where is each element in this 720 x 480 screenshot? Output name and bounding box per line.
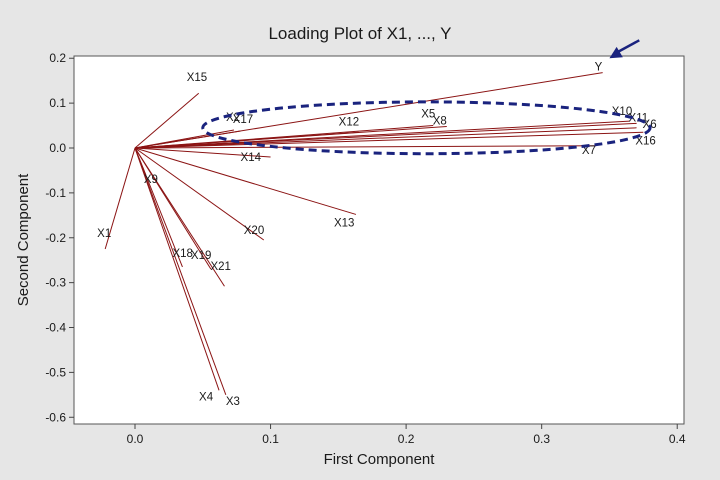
loading-label-y: Y <box>595 62 603 74</box>
loading-label-x3: X3 <box>226 396 240 408</box>
y-axis-ticks: 0.2 0.1 0.0 -0.1 -0.2 -0.3 -0.4 -0.5 -0.6 <box>45 51 74 424</box>
loading-label-x6: X6 <box>643 119 657 131</box>
loading-label-x4: X4 <box>199 391 214 403</box>
loading-line-x1 <box>104 147 136 250</box>
loading-label-x18: X18 <box>172 248 192 260</box>
loading-line-x18 <box>134 147 183 268</box>
loading-label-x7: X7 <box>582 145 596 157</box>
loading-line-x13 <box>134 147 357 215</box>
loading-label-x5: X5 <box>421 109 435 121</box>
loading-line-x16 <box>134 131 644 149</box>
loading-line-x3 <box>134 147 227 396</box>
loading-lines <box>104 72 644 396</box>
loading-label-x14: X14 <box>241 152 262 164</box>
y-tick-label: 0.1 <box>49 96 66 110</box>
loading-line-x14 <box>134 147 271 158</box>
x-tick-label: 0.1 <box>262 432 279 446</box>
loading-label-x19: X19 <box>191 250 211 262</box>
loading-label-x8: X8 <box>433 115 447 127</box>
annotation-arrow-head <box>609 46 623 59</box>
loading-line-x7 <box>134 145 596 149</box>
loading-label-x21: X21 <box>210 261 230 273</box>
y-tick-label: -0.2 <box>45 231 66 245</box>
loading-line-x21 <box>134 147 225 287</box>
y-tick-label: -0.4 <box>45 321 66 335</box>
loading-line-x15 <box>134 92 200 149</box>
loading-label-x12: X12 <box>339 116 359 128</box>
x-tick-label: 0.2 <box>398 432 415 446</box>
loading-line-x6 <box>134 127 637 149</box>
y-tick-label: -0.1 <box>45 186 66 200</box>
loading-label-x17: X17 <box>233 114 253 126</box>
loading-line-x12 <box>134 131 359 149</box>
loading-line-x4 <box>134 147 220 391</box>
loading-label-x9: X9 <box>144 174 158 186</box>
y-tick-label: -0.3 <box>45 276 66 290</box>
loading-label-x13: X13 <box>334 217 354 229</box>
x-tick-label: 0.4 <box>669 432 686 446</box>
chart-title: Loading Plot of X1, ..., Y <box>268 24 451 43</box>
loading-line-x20 <box>134 147 265 241</box>
x-axis-ticks: 0.0 0.1 0.2 0.3 0.4 <box>127 424 686 446</box>
loading-label-x16: X16 <box>635 135 655 147</box>
loading-label-x20: X20 <box>244 225 264 237</box>
annotations <box>201 39 652 156</box>
y-tick-label: 0.2 <box>49 51 66 65</box>
y-axis-label: Second Component <box>15 173 32 306</box>
highlight-ellipse <box>201 100 652 156</box>
loading-label-x1: X1 <box>97 228 111 240</box>
plot-area <box>73 55 685 425</box>
y-tick-label: -0.6 <box>45 410 66 424</box>
y-tick-label: -0.5 <box>45 365 66 379</box>
y-tick-label: 0.0 <box>49 141 66 155</box>
loading-line-x11 <box>134 122 637 149</box>
x-axis-label: First Component <box>324 451 436 468</box>
annotation-arrow-shaft <box>614 39 640 55</box>
loading-label-x15: X15 <box>187 72 207 84</box>
x-tick-label: 0.3 <box>533 432 550 446</box>
x-tick-label: 0.0 <box>127 432 144 446</box>
